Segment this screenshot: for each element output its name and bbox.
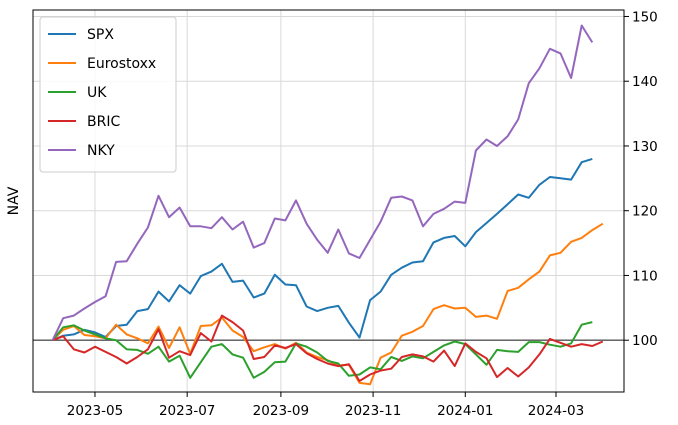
legend-label-eurostoxx: Eurostoxx xyxy=(87,56,156,72)
y-axis-ticks: 100 110 120 130 140 150 xyxy=(624,9,658,349)
x-tick-label: 2023-07 xyxy=(159,403,215,419)
series-line-uk xyxy=(51,321,593,379)
series-line-nky xyxy=(51,24,594,341)
x-tick-label: 2024-01 xyxy=(437,403,493,419)
series-line-bric xyxy=(52,314,604,382)
y-tick-label: 130 xyxy=(632,139,658,155)
y-tick-label: 100 xyxy=(632,333,658,349)
plot-frame xyxy=(32,9,625,393)
x-tick-label: 2023-11 xyxy=(345,403,401,419)
legend-label-spx: SPX xyxy=(87,27,114,43)
legend-label-uk: UK xyxy=(87,85,107,101)
legend-label-nky: NKY xyxy=(87,143,115,159)
y-tick-label: 110 xyxy=(632,268,658,284)
y-tick-label: 120 xyxy=(632,204,658,220)
x-tick-label: 2023-09 xyxy=(253,403,309,419)
x-tick-label: 2024-03 xyxy=(528,403,584,419)
legend-label-bric: BRIC xyxy=(87,114,120,130)
legend-box xyxy=(39,16,177,173)
legend: SPX Eurostoxx UK BRIC NKY xyxy=(39,16,177,173)
y-tick-label: 150 xyxy=(632,9,658,25)
x-axis-ticks: 2023-05 2023-07 2023-09 2023-11 2024-01 2024-… xyxy=(67,392,584,419)
y-axis-label: NAV xyxy=(6,186,22,215)
y-tick-label: 140 xyxy=(632,74,658,90)
series-lines xyxy=(51,24,604,386)
series-line-spx xyxy=(52,157,593,342)
x-tick-label: 2023-05 xyxy=(67,403,123,419)
